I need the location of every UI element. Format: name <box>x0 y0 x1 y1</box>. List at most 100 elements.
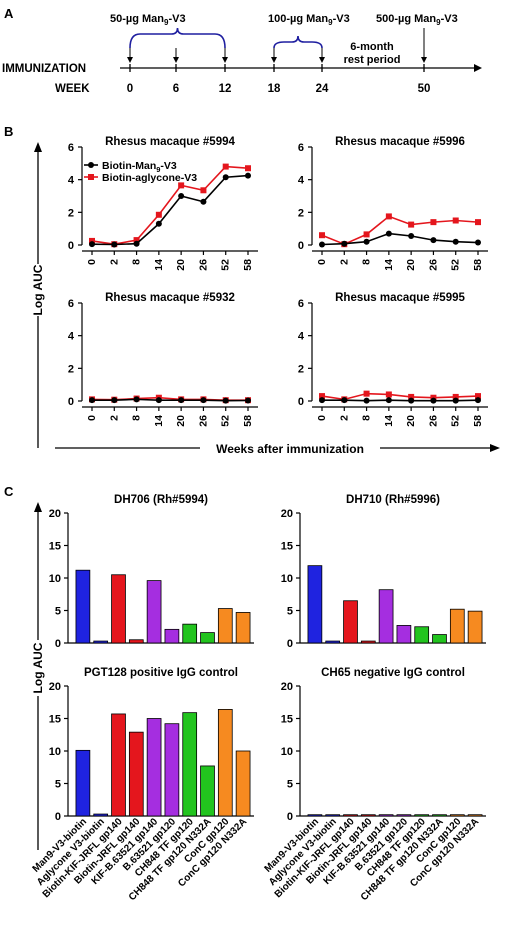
x-tick-label: 20 <box>405 415 417 427</box>
y-tick-label: 2 <box>68 363 74 375</box>
x-tick-label: 8 <box>361 259 373 265</box>
line-chart-5994: Rhesus macaque #5994 0 2 4 6 0 2 8 14 20 26 52 58 Bio… <box>68 136 258 271</box>
bar <box>414 626 430 644</box>
y-tick-label: 2 <box>68 207 74 219</box>
y-tick-label: 0 <box>68 396 74 408</box>
panel-c: C Log AUC <box>4 484 46 850</box>
bar <box>75 569 91 644</box>
panel-b-xlabel: Weeks after immunization <box>216 442 364 456</box>
chart-title: Rhesus macaque #5996 <box>335 136 465 148</box>
data-point-square <box>363 231 370 238</box>
injection-arrowhead <box>421 57 427 63</box>
panel-b: B Log AUC Weeks after immunization <box>4 124 500 456</box>
data-point-square <box>200 187 207 194</box>
y-tick-label: 5 <box>287 606 293 618</box>
y-tick-label: 0 <box>298 240 304 252</box>
x-tick-label: 58 <box>472 259 484 271</box>
chart-title: Rhesus macaque #5994 <box>105 136 235 148</box>
dose-label-100: 100-µg Man9-V3 <box>268 13 350 27</box>
x-tick-label: 52 <box>450 415 462 427</box>
panel-c-letter: C <box>4 484 14 499</box>
data-point-circle <box>89 397 95 404</box>
x-tick-label: 0 <box>316 415 328 421</box>
week-tick-label: 12 <box>219 83 232 95</box>
bar <box>467 814 483 817</box>
data-point-square <box>385 391 392 398</box>
y-tick-label: 20 <box>49 681 61 693</box>
legend-label: Biotin-aglycone-V3 <box>102 172 197 184</box>
bar <box>467 610 483 644</box>
x-tick-label: 26 <box>427 259 439 271</box>
data-point-circle <box>178 397 185 404</box>
series-line <box>321 392 479 401</box>
data-point-square <box>452 217 459 224</box>
series-line <box>91 174 249 246</box>
injection-arrowhead <box>271 57 277 63</box>
x-tick-label: 14 <box>383 259 395 271</box>
data-point-circle <box>341 397 348 404</box>
bar <box>378 814 394 817</box>
data-point-square <box>245 165 251 172</box>
x-tick-label: 14 <box>153 259 165 271</box>
bar <box>146 580 162 644</box>
week-tick-label: 0 <box>127 83 133 95</box>
data-point-circle <box>245 172 251 179</box>
injection-arrowhead <box>173 57 179 63</box>
series-line <box>92 398 249 402</box>
y-tick-label: 20 <box>281 681 293 693</box>
y-tick-label: 6 <box>68 298 74 310</box>
data-point-circle <box>385 397 392 404</box>
data-point-circle <box>430 397 437 404</box>
bar <box>75 749 91 817</box>
data-point-circle <box>89 241 95 248</box>
y-tick-label: 5 <box>55 779 61 791</box>
x-tick-label: 14 <box>153 415 165 427</box>
panel-b-ylabel: Log AUC <box>31 264 45 315</box>
data-point-square <box>385 213 392 220</box>
injection-arrowhead <box>319 57 325 63</box>
y-tick-label: 4 <box>298 331 305 343</box>
bar <box>307 814 323 817</box>
x-tick-label: 8 <box>131 415 143 421</box>
x-tick-label: 8 <box>361 415 373 421</box>
y-tick-label: 20 <box>49 508 61 520</box>
bar <box>449 608 465 644</box>
dose-bracket <box>129 27 226 49</box>
data-point-circle <box>408 233 415 240</box>
rest-label-line2: rest period <box>344 54 401 66</box>
bar <box>164 723 180 817</box>
week-axis-label: WEEK <box>55 83 90 95</box>
panel-c-ylabel: Log AUC <box>31 642 45 693</box>
data-point-square <box>430 219 437 226</box>
x-tick-label: 0 <box>316 259 328 265</box>
bar <box>360 640 376 644</box>
bar-chart-ch65: CH65 negative IgG control05101520Man9-V3… <box>263 667 486 903</box>
week-tick-label: 18 <box>268 83 281 95</box>
y-tick-label: 15 <box>49 714 61 726</box>
y-tick-label: 2 <box>298 207 304 219</box>
data-point-square <box>475 393 481 400</box>
y-tick-label: 5 <box>287 779 293 791</box>
data-point-square <box>475 219 481 226</box>
bar <box>146 718 162 817</box>
data-point-circle <box>363 397 370 404</box>
x-tick-label: 20 <box>175 415 187 427</box>
series-line <box>91 165 249 245</box>
panel-c-y-arrowhead <box>34 502 42 512</box>
data-point-square <box>319 232 325 239</box>
data-point-square <box>452 393 459 400</box>
immunization-label: IMMUNIZATION <box>2 63 86 75</box>
y-tick-label: 0 <box>55 811 61 823</box>
legend-label: Biotin-Man9-V3 <box>102 160 177 174</box>
chart-title: Rhesus macaque #5995 <box>335 292 465 304</box>
data-point-circle <box>222 174 229 181</box>
data-point-circle <box>475 239 481 246</box>
bar <box>200 632 215 644</box>
data-point-square <box>363 390 370 397</box>
y-tick-label: 4 <box>68 175 75 187</box>
x-tick-label: 26 <box>427 415 439 427</box>
dose-label-500: 500-µg Man9-V3 <box>376 13 458 27</box>
chart-title: CH65 negative IgG control <box>321 667 465 679</box>
bar <box>360 814 376 817</box>
data-point-circle <box>133 396 140 403</box>
